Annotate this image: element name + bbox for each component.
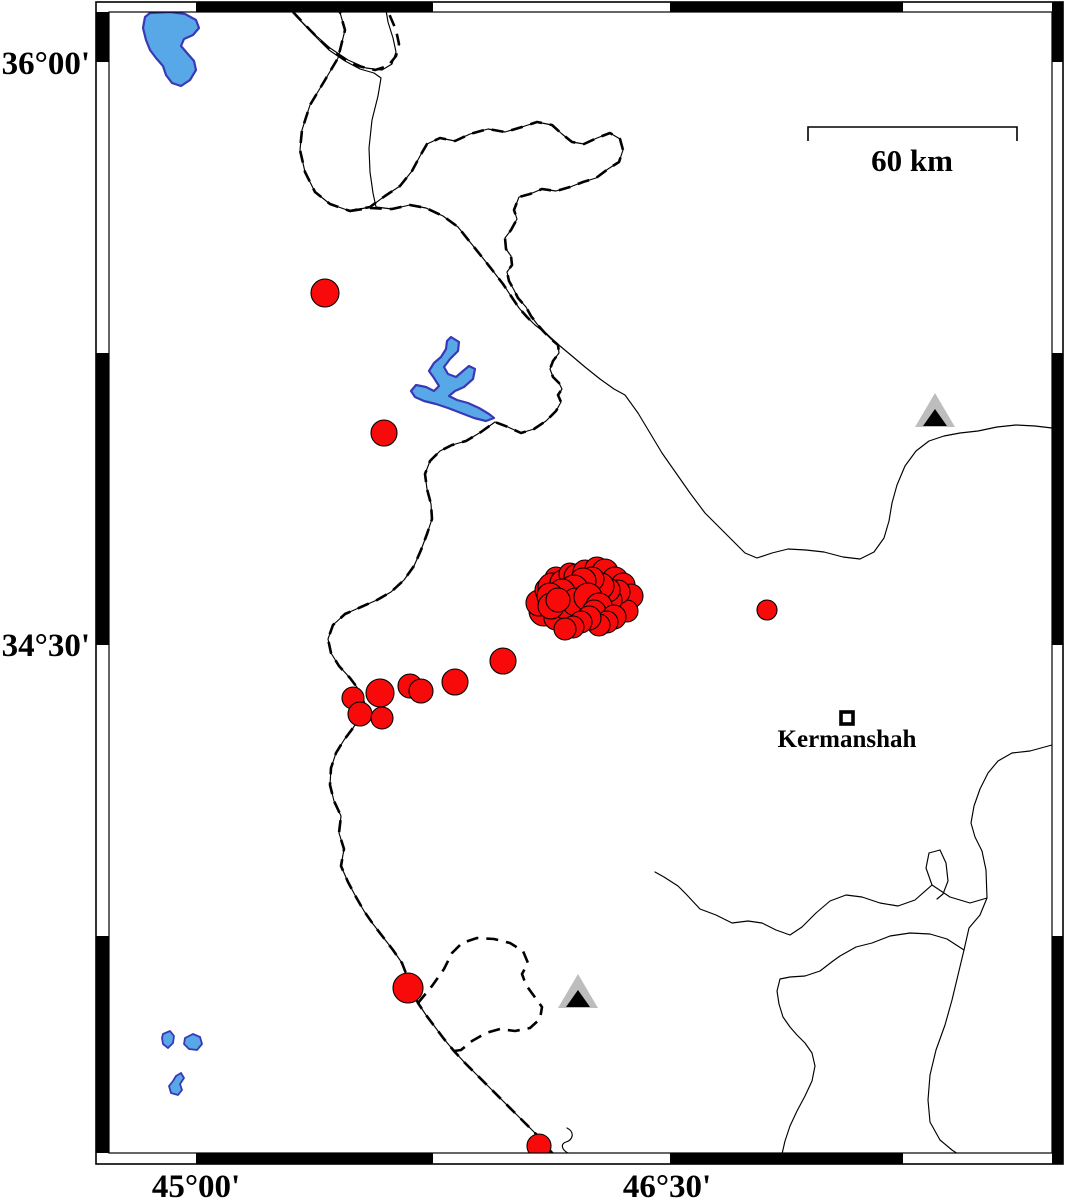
frame-black-segment: [96, 936, 109, 1153]
city-label-kermanshah: Kermanshah: [778, 726, 917, 753]
city-marker-kermanshah: [839, 710, 855, 726]
frame-black-segment: [196, 1153, 433, 1164]
labels-layer: 36°00' 34°30' 45°00' 46°30' 60 km Kerman…: [2, 46, 1018, 1203]
frame-black-segment: [196, 2, 433, 12]
border-top-curl: [292, 5, 401, 72]
river-southeast-lower-branch: [776, 932, 965, 1155]
lake-small-1: [161, 1030, 175, 1049]
station-marker-core: [566, 990, 590, 1007]
map-frame: [95, 1, 1064, 1165]
lakes-layer: [141, 10, 496, 1096]
longitude-label-4630: 46°30': [623, 1169, 711, 1203]
frame-black-segment: [1052, 1153, 1063, 1164]
lake-central-reservoir: [409, 335, 496, 423]
river-east-main: [534, 324, 1053, 560]
river-bottom-curl: [561, 1127, 573, 1154]
frame-black-segment: [96, 353, 109, 645]
earthquake-marker: [392, 972, 424, 1004]
frame-black-segment: [670, 2, 903, 12]
lake-small-3: [168, 1072, 185, 1096]
station-marker-core: [923, 409, 947, 426]
longitude-label-4500: 45°00': [152, 1169, 240, 1203]
earthquake-marker: [489, 647, 517, 675]
frame-black-segment: [670, 1153, 903, 1164]
scale-bar-label: 60 km: [871, 143, 953, 178]
frame-black-segment: [96, 12, 109, 62]
earthquake-marker: [441, 668, 469, 696]
frame-black-segment: [1052, 2, 1063, 62]
international-border: [298, 1, 625, 1155]
frame-black-segment: [1052, 353, 1063, 645]
earthquakes-layer: [310, 278, 778, 1159]
latitude-label-36: 36°00': [2, 46, 90, 82]
earthquake-marker: [553, 617, 577, 641]
earthquake-marker: [370, 419, 398, 447]
earthquake-marker: [545, 587, 571, 613]
borders-layer: [292, 1, 625, 1155]
border-pocket: [416, 936, 544, 1053]
earthquake-marker: [408, 678, 434, 704]
river-southeast-hook: [925, 849, 988, 904]
earthquake-marker: [347, 701, 373, 727]
river-southeast-west-branch: [654, 871, 933, 936]
earthquake-marker: [310, 278, 340, 308]
river-southeast-stem: [927, 744, 1053, 1157]
frame-black-segment: [1052, 936, 1063, 1153]
lake-northwest: [141, 10, 201, 88]
border-southeast-arm: [349, 203, 536, 326]
latitude-label-3430: 34°30': [2, 628, 90, 664]
lake-small-2: [183, 1033, 203, 1051]
earthquake-marker: [370, 706, 394, 730]
scale-bar: [807, 126, 1018, 141]
earthquake-marker: [756, 599, 778, 621]
earthquake-marker: [365, 678, 395, 708]
frame-black-segments: [96, 2, 1063, 1164]
stations-layer: [558, 393, 955, 1008]
